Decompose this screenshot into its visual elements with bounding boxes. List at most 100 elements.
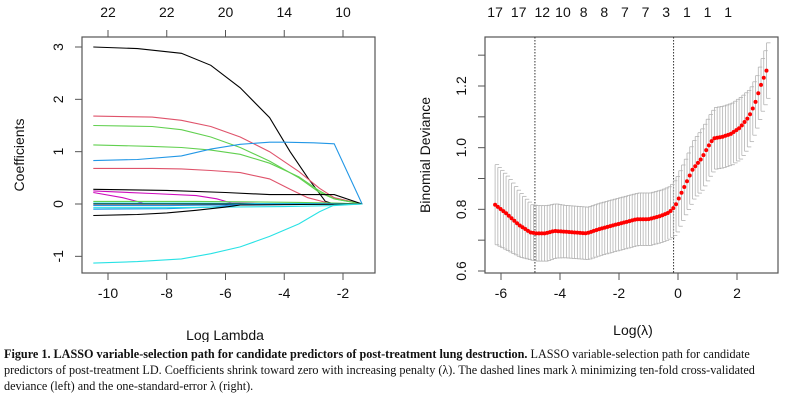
coef-path-13 bbox=[93, 203, 363, 207]
deviance-point bbox=[684, 179, 689, 184]
right-y-tick-label: 1.2 bbox=[453, 76, 469, 96]
coef-path-6 bbox=[93, 167, 363, 205]
left-top-axis: 22 22 20 14 10 bbox=[100, 4, 351, 37]
right-y-tick-label: 0.6 bbox=[453, 261, 469, 281]
deviance-point bbox=[704, 148, 709, 153]
right-plot-frame bbox=[484, 36, 779, 274]
right-top-label: 7 bbox=[642, 4, 650, 20]
coefficient-lines bbox=[93, 46, 363, 264]
right-top-label: 1 bbox=[704, 4, 712, 20]
deviance-point bbox=[687, 173, 692, 178]
deviance-point bbox=[498, 207, 503, 212]
deviance-point bbox=[501, 209, 506, 214]
right-top-label: 17 bbox=[487, 4, 503, 20]
left-y-tick-label: 3 bbox=[50, 43, 66, 51]
right-top-label: 12 bbox=[535, 4, 551, 20]
coef-path-7 bbox=[93, 188, 363, 205]
right-y-axis-label: Binomial Deviance bbox=[417, 97, 433, 213]
right-top-label: 1 bbox=[683, 4, 691, 20]
right-top-label: 10 bbox=[555, 4, 571, 20]
deviance-point bbox=[676, 196, 681, 201]
error-bars bbox=[494, 42, 771, 262]
left-top-label: 22 bbox=[100, 4, 116, 20]
left-x-tick-label: -4 bbox=[278, 285, 291, 301]
deviance-point bbox=[638, 217, 643, 222]
left-x-axis: -10 -8 -6 -4 -2 bbox=[98, 273, 350, 301]
deviance-point bbox=[756, 91, 761, 96]
deviance-point bbox=[539, 231, 544, 236]
deviance-point bbox=[753, 99, 758, 104]
caption-title: Figure 1. LASSO variable-selection path … bbox=[4, 347, 528, 361]
coef-path-16 bbox=[93, 203, 363, 217]
left-y-tick-label: 2 bbox=[50, 95, 66, 103]
right-x-tick-label: -4 bbox=[554, 285, 567, 301]
deviance-point bbox=[512, 218, 517, 223]
coef-path-10 bbox=[93, 200, 363, 205]
deviance-point bbox=[682, 185, 687, 190]
deviance-point bbox=[748, 112, 753, 117]
right-top-axis: 17 17 12 10 8 8 7 7 3 1 1 1 bbox=[487, 4, 732, 20]
deviance-point bbox=[750, 106, 755, 111]
left-y-axis-label: Coefficients bbox=[11, 119, 27, 192]
deviance-point bbox=[739, 123, 744, 128]
deviance-point bbox=[506, 213, 511, 218]
deviance-point bbox=[759, 82, 764, 87]
deviance-point bbox=[515, 221, 520, 226]
deviance-point bbox=[698, 157, 703, 162]
left-x-tick-label: -8 bbox=[161, 285, 174, 301]
right-top-label: 8 bbox=[600, 4, 608, 20]
coef-path-2 bbox=[93, 115, 363, 205]
deviance-point bbox=[761, 75, 766, 80]
left-top-label: 10 bbox=[335, 4, 351, 20]
right-x-tick-label: 2 bbox=[733, 285, 741, 301]
left-y-tick-label: -1 bbox=[50, 250, 66, 263]
left-y-axis: -1 0 1 2 3 bbox=[50, 43, 82, 263]
deviance-point bbox=[504, 211, 509, 216]
cv-deviance-plot: -6 -4 -2 0 2 0.60.81.01.2 17 17 12 10 8 8 7 7 3 1 1 1 L… bbox=[417, 4, 779, 338]
deviance-point bbox=[679, 190, 684, 195]
left-y-tick-label: 0 bbox=[50, 200, 66, 208]
deviance-point bbox=[695, 160, 700, 165]
deviance-point bbox=[701, 153, 706, 158]
deviance-point bbox=[665, 210, 670, 215]
left-top-label: 14 bbox=[276, 4, 292, 20]
left-x-tick-label: -6 bbox=[219, 285, 232, 301]
right-y-axis: 0.6 0.8 1.0 1.2 bbox=[453, 54, 485, 281]
deviance-point bbox=[690, 167, 695, 172]
deviance-point bbox=[509, 216, 514, 221]
caption-text: LASSO variable-selection path for candid… bbox=[4, 347, 755, 393]
right-top-label: 1 bbox=[724, 4, 732, 20]
deviance-point bbox=[737, 126, 742, 131]
right-x-axis-label: Log(λ) bbox=[613, 322, 653, 338]
right-x-tick-label: -6 bbox=[495, 285, 508, 301]
right-top-label: 17 bbox=[511, 4, 527, 20]
deviance-point bbox=[668, 208, 673, 213]
deviance-point bbox=[706, 143, 711, 148]
right-top-label: 3 bbox=[662, 4, 670, 20]
deviance-point bbox=[671, 206, 676, 211]
right-x-tick-label: -2 bbox=[613, 285, 626, 301]
deviance-point bbox=[709, 139, 714, 144]
coef-path-5 bbox=[93, 141, 363, 205]
left-plot-frame bbox=[81, 36, 376, 274]
deviance-point bbox=[641, 217, 646, 222]
deviance-point bbox=[635, 217, 640, 222]
coef-path-3 bbox=[93, 124, 363, 205]
right-top-label: 7 bbox=[621, 4, 629, 20]
deviance-point bbox=[745, 116, 750, 121]
right-x-axis: -6 -4 -2 0 2 bbox=[495, 273, 741, 301]
deviance-point bbox=[495, 204, 500, 209]
deviance-points bbox=[493, 68, 769, 236]
coef-path-1 bbox=[93, 46, 363, 205]
left-x-tick-label: -10 bbox=[98, 285, 118, 301]
left-x-tick-label: -2 bbox=[337, 285, 350, 301]
deviance-point bbox=[674, 202, 679, 207]
right-y-tick-label: 0.8 bbox=[453, 199, 469, 219]
right-top-label: 8 bbox=[580, 4, 588, 20]
left-x-axis-label: Log Lambda bbox=[186, 327, 264, 342]
deviance-point bbox=[693, 164, 698, 169]
left-top-label: 20 bbox=[218, 4, 234, 20]
left-y-tick-label: 1 bbox=[50, 148, 66, 156]
